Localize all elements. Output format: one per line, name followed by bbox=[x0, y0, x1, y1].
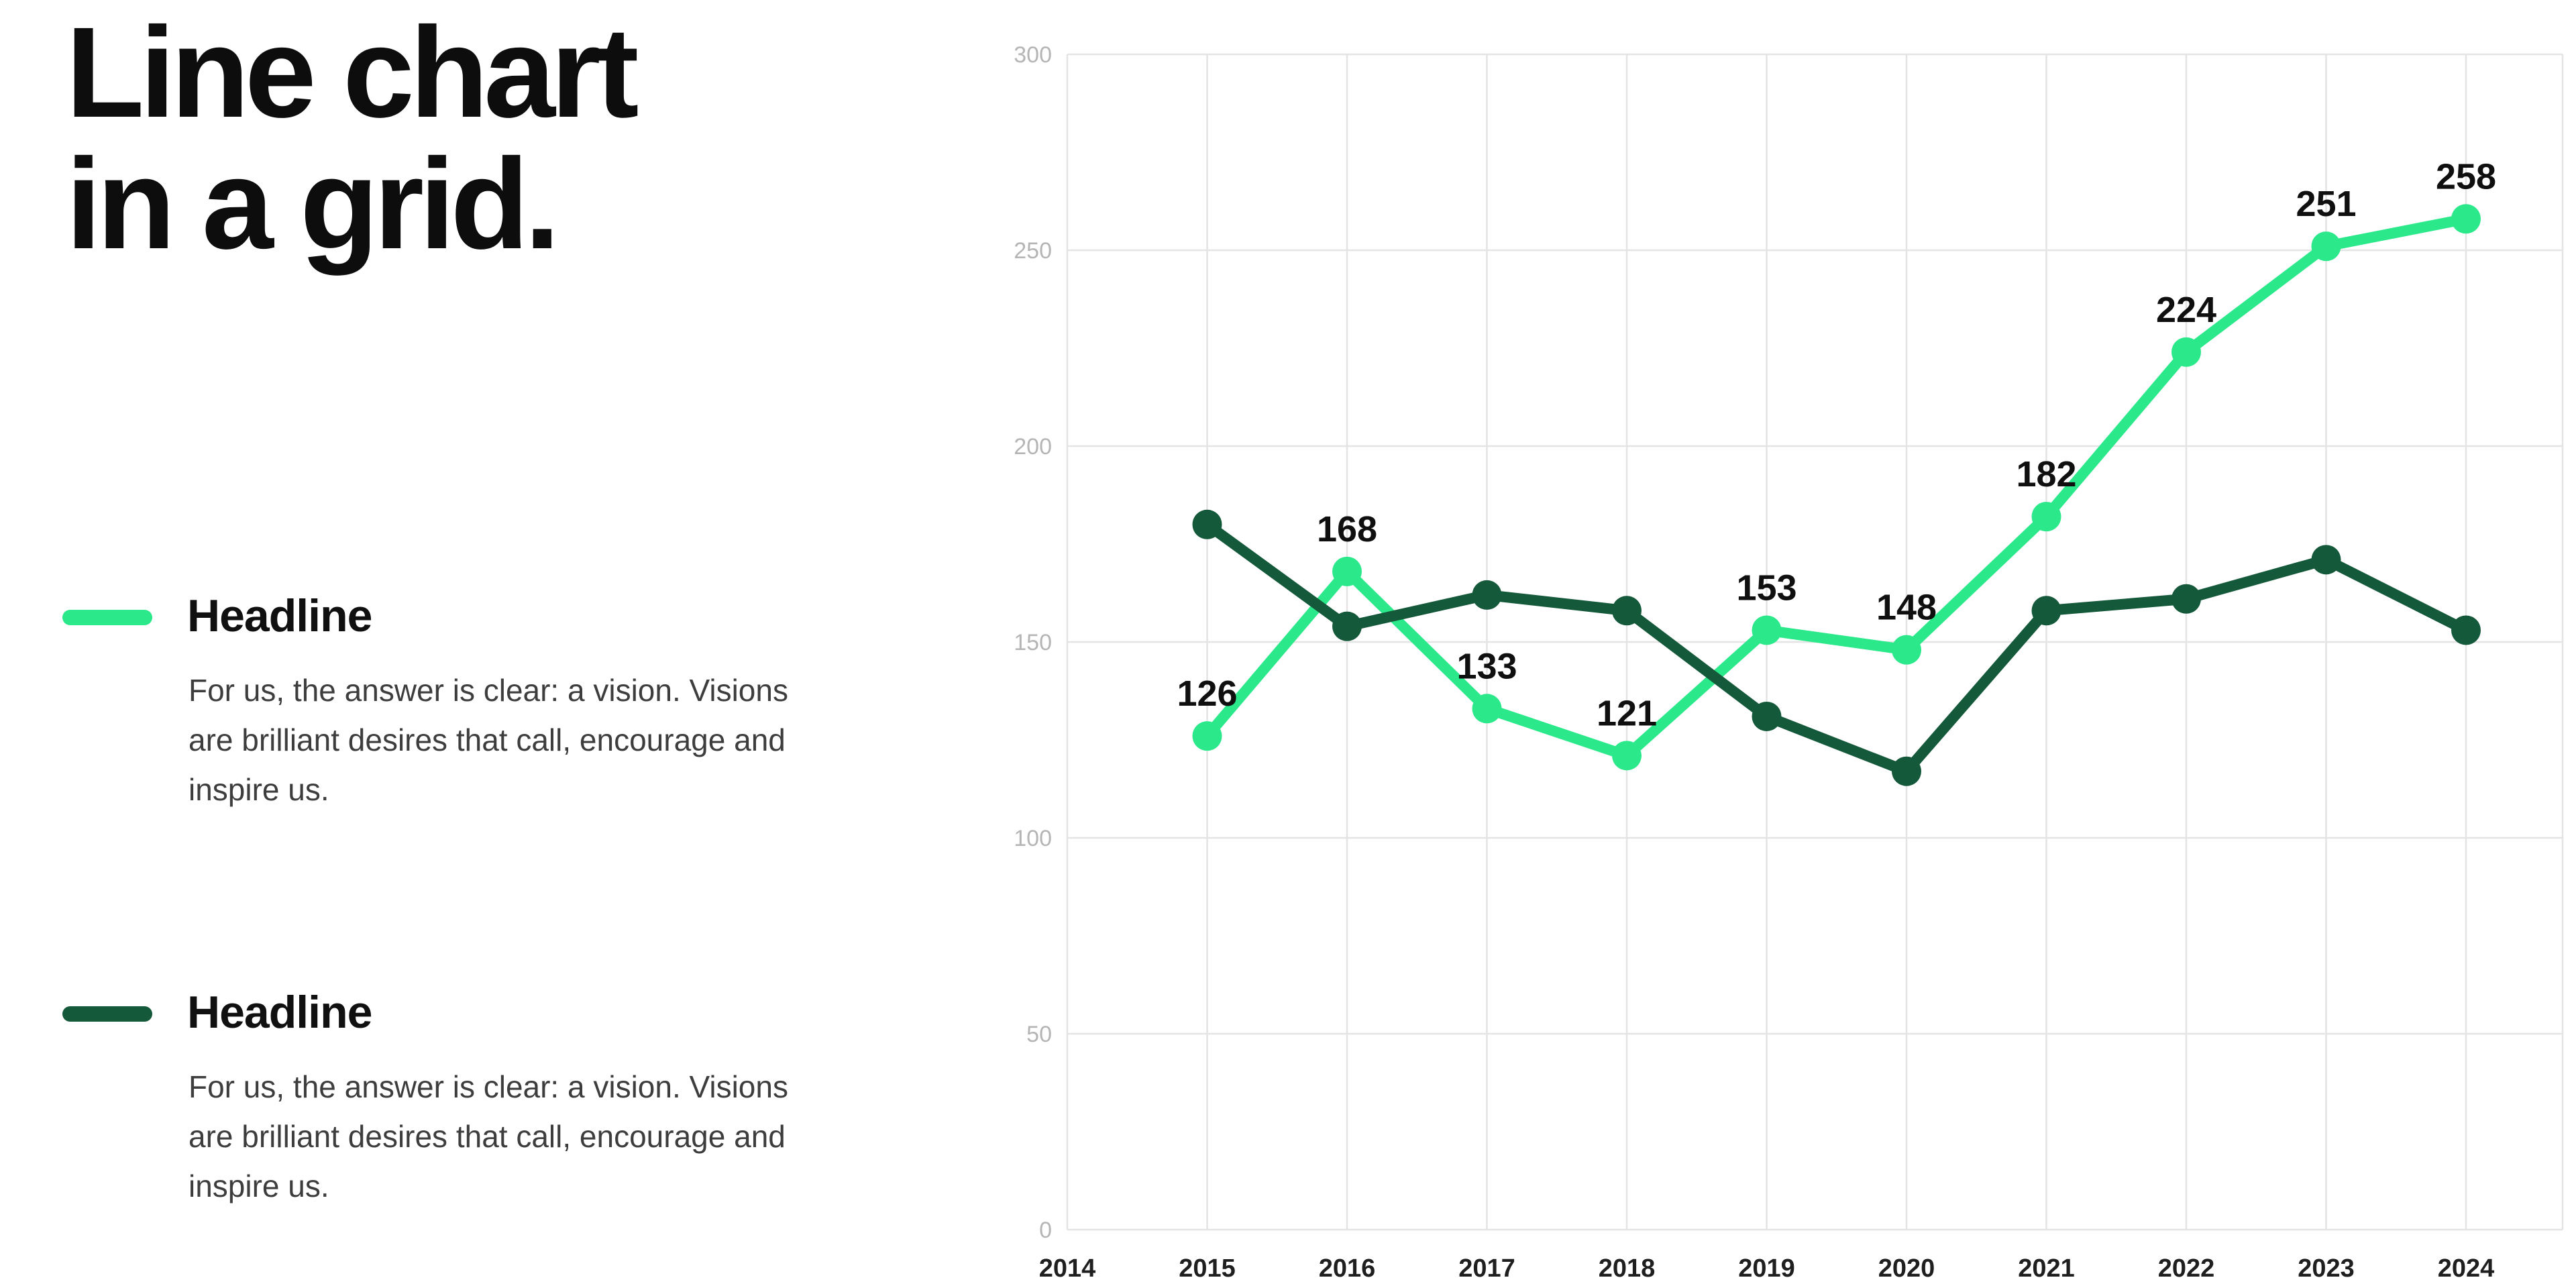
y-axis-tick-label: 150 bbox=[1014, 630, 1052, 655]
series-lines bbox=[1192, 204, 2481, 786]
legend-body-light: For us, the answer is clear: a vision. V… bbox=[189, 665, 788, 814]
x-axis-tick-label: 2021 bbox=[2018, 1254, 2075, 1283]
data-point bbox=[2451, 204, 2481, 234]
x-axis-tick-label: 2015 bbox=[1179, 1254, 1236, 1283]
legend-body-dark: For us, the answer is clear: a vision. V… bbox=[189, 1062, 788, 1211]
data-point-label: 126 bbox=[1177, 674, 1237, 714]
data-point bbox=[1752, 615, 1782, 645]
data-point bbox=[1472, 694, 1502, 724]
y-axis-tick-label: 0 bbox=[1039, 1218, 1052, 1243]
data-point bbox=[2451, 615, 2481, 645]
data-point bbox=[1332, 556, 1362, 586]
data-point bbox=[2311, 545, 2341, 575]
data-point-label: 133 bbox=[1456, 646, 1517, 686]
data-point bbox=[1612, 741, 1642, 771]
x-axis-tick-label: 2019 bbox=[1738, 1254, 1795, 1283]
page-title-line-1: Line chart bbox=[66, 0, 639, 144]
legend-body-line: are brilliant desires that call, encoura… bbox=[189, 1119, 786, 1154]
data-point bbox=[1892, 756, 1921, 786]
x-axis-tick-label: 2014 bbox=[1039, 1254, 1096, 1283]
legend-headline-light: Headline bbox=[187, 590, 372, 641]
axis-and-point-labels: 0 50 100 150 200 250 300 2014 2015 2016 2017 2018 20… bbox=[1014, 42, 2496, 1283]
data-point bbox=[1192, 721, 1222, 751]
legend-headline-dark: Headline bbox=[187, 987, 372, 1038]
data-point bbox=[2171, 584, 2201, 614]
series-line-2 bbox=[1201, 519, 2471, 777]
legend-body-line: are brilliant desires that call, encoura… bbox=[189, 722, 786, 757]
data-point-label: 182 bbox=[2016, 454, 2076, 494]
x-axis-tick-label: 2018 bbox=[1599, 1254, 1656, 1283]
y-axis-tick-label: 50 bbox=[1026, 1022, 1052, 1047]
data-point bbox=[1752, 701, 1782, 731]
data-point bbox=[1472, 580, 1502, 610]
y-axis-tick-label: 200 bbox=[1014, 434, 1052, 460]
legend-swatch-light-green bbox=[62, 610, 152, 625]
x-axis-tick-label: 2023 bbox=[2298, 1254, 2355, 1283]
x-axis-tick-label: 2020 bbox=[1878, 1254, 1935, 1283]
data-point-label: 148 bbox=[1876, 588, 1937, 628]
legend-body-line: inspire us. bbox=[189, 1169, 329, 1203]
y-axis-tick-label: 300 bbox=[1014, 42, 1052, 68]
data-point bbox=[2031, 596, 2061, 626]
page-title-line-2: in a grid. bbox=[66, 131, 560, 276]
y-axis-tick-label: 100 bbox=[1014, 826, 1052, 851]
data-point bbox=[1192, 509, 1222, 539]
data-point bbox=[2311, 231, 2341, 262]
data-point-label: 251 bbox=[2296, 184, 2356, 224]
x-axis-tick-label: 2016 bbox=[1319, 1254, 1376, 1283]
series-line-1 bbox=[1201, 213, 2471, 761]
data-point bbox=[1332, 611, 1362, 641]
legend-swatch-dark-green bbox=[62, 1006, 152, 1022]
data-point-label: 121 bbox=[1597, 693, 1657, 733]
x-axis-tick-label: 2024 bbox=[2438, 1254, 2495, 1283]
x-axis-tick-label: 2017 bbox=[1458, 1254, 1515, 1283]
y-axis-tick-label: 250 bbox=[1014, 238, 1052, 264]
legend-body-line: For us, the answer is clear: a vision. V… bbox=[189, 1069, 788, 1104]
data-point-label: 258 bbox=[2436, 156, 2496, 197]
legend-body-line: For us, the answer is clear: a vision. V… bbox=[189, 673, 788, 708]
legend-body-line: inspire us. bbox=[189, 772, 329, 807]
data-point-label: 224 bbox=[2156, 290, 2216, 330]
page-title: Line chart in a grid. bbox=[66, 0, 639, 276]
data-point-label: 168 bbox=[1317, 509, 1377, 549]
data-point-label: 153 bbox=[1736, 568, 1796, 608]
data-point bbox=[1612, 596, 1642, 626]
data-point bbox=[2031, 502, 2061, 532]
data-point bbox=[1892, 635, 1921, 665]
x-axis-tick-label: 2022 bbox=[2158, 1254, 2215, 1283]
data-point bbox=[2171, 337, 2201, 367]
